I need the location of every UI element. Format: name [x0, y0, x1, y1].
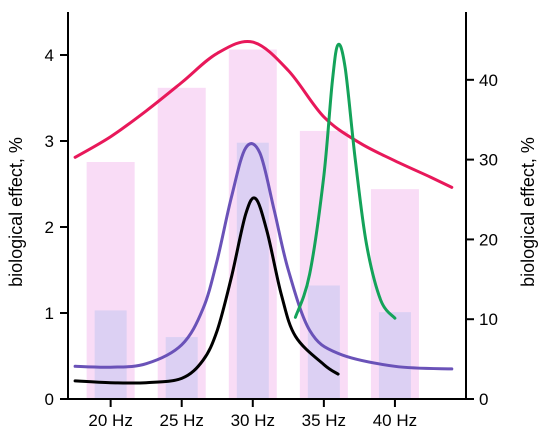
series-line-2: [73, 196, 340, 385]
right-tick-label-3: 30: [479, 151, 498, 170]
left-bar-1: [165, 337, 198, 399]
right-y-axis-title: biological effect, %: [518, 137, 538, 287]
left-tick-label-1: 1: [45, 304, 54, 323]
x-tick-label-2: 30 Hz: [231, 411, 275, 430]
series-lines: [73, 39, 454, 385]
series-line-0: [73, 39, 454, 189]
left-bar-2: [236, 142, 269, 399]
left-axis-bars: [94, 142, 411, 399]
series-line-1: [73, 142, 454, 371]
right-tick-label-2: 20: [479, 230, 498, 249]
right-tick-label-1: 10: [479, 310, 498, 329]
left-bar-0: [94, 310, 127, 399]
right-tick-label-0: 0: [479, 390, 488, 409]
left-y-ticks: 0 1 2 3 4: [45, 46, 68, 409]
x-ticks: 20 Hz 25 Hz 30 Hz 35 Hz 40 Hz: [88, 399, 417, 430]
left-tick-label-4: 4: [45, 46, 54, 65]
right-y-ticks: 0 10 20 30 40: [466, 71, 498, 409]
x-tick-label-3: 35 Hz: [302, 411, 346, 430]
series-line-3: [293, 42, 397, 320]
left-tick-label-3: 3: [45, 132, 54, 151]
x-tick-label-0: 20 Hz: [88, 411, 132, 430]
left-tick-label-0: 0: [45, 390, 54, 409]
left-bar-4: [378, 312, 411, 399]
left-y-axis-title: biological effect, %: [6, 137, 26, 287]
x-tick-label-1: 25 Hz: [160, 411, 204, 430]
x-tick-label-4: 40 Hz: [373, 411, 417, 430]
left-tick-label-2: 2: [45, 218, 54, 237]
right-tick-label-4: 40: [479, 71, 498, 90]
left-bar-3: [307, 285, 340, 399]
